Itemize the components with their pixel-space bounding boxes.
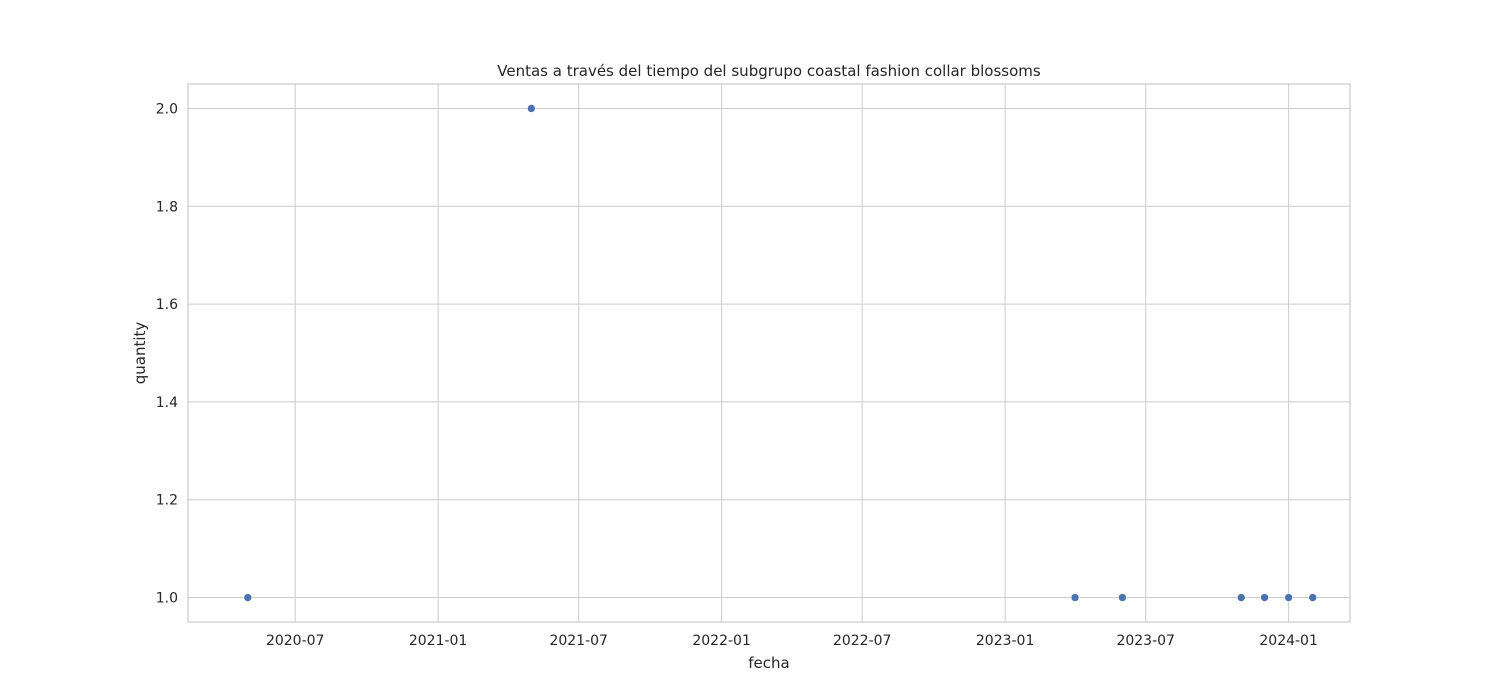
- y-tick-label: 2.0: [156, 101, 178, 117]
- data-point: [1118, 593, 1127, 602]
- y-tick-label: 1.8: [156, 199, 178, 215]
- x-tick-label: 2022-07: [833, 633, 892, 649]
- data-points: [243, 104, 1318, 602]
- y-tick-label: 1.6: [156, 297, 178, 313]
- x-tick-label: 2022-01: [692, 633, 751, 649]
- tick-labels: 2020-07 2021-01 2021-07 2022-01 2022-07 2023-…: [156, 101, 1318, 649]
- data-point: [1284, 593, 1293, 602]
- grid-lines: [188, 84, 1350, 622]
- x-tick-label: 2021-07: [549, 633, 608, 649]
- x-tick-label: 2024-01: [1259, 633, 1318, 649]
- data-point: [1260, 593, 1269, 602]
- x-axis-title: fecha: [748, 654, 789, 672]
- plot-frame: [187, 83, 1351, 623]
- x-tick-label: 2021-01: [409, 633, 468, 649]
- y-tick-label: 1.2: [156, 493, 178, 509]
- data-point: [1236, 593, 1246, 602]
- chart-title: Ventas a través del tiempo del subgrupo …: [497, 62, 1041, 80]
- data-point: [243, 593, 253, 602]
- x-tick-label: 2023-01: [976, 633, 1035, 649]
- x-tick-label: 2020-07: [266, 633, 325, 649]
- data-point: [1070, 593, 1080, 602]
- y-tick-label: 1.0: [156, 591, 178, 607]
- x-tick-label: 2023-07: [1116, 633, 1175, 649]
- y-axis-title: quantity: [131, 322, 149, 385]
- data-point: [1308, 593, 1318, 602]
- data-point: [527, 104, 536, 113]
- y-tick-label: 1.4: [156, 395, 178, 411]
